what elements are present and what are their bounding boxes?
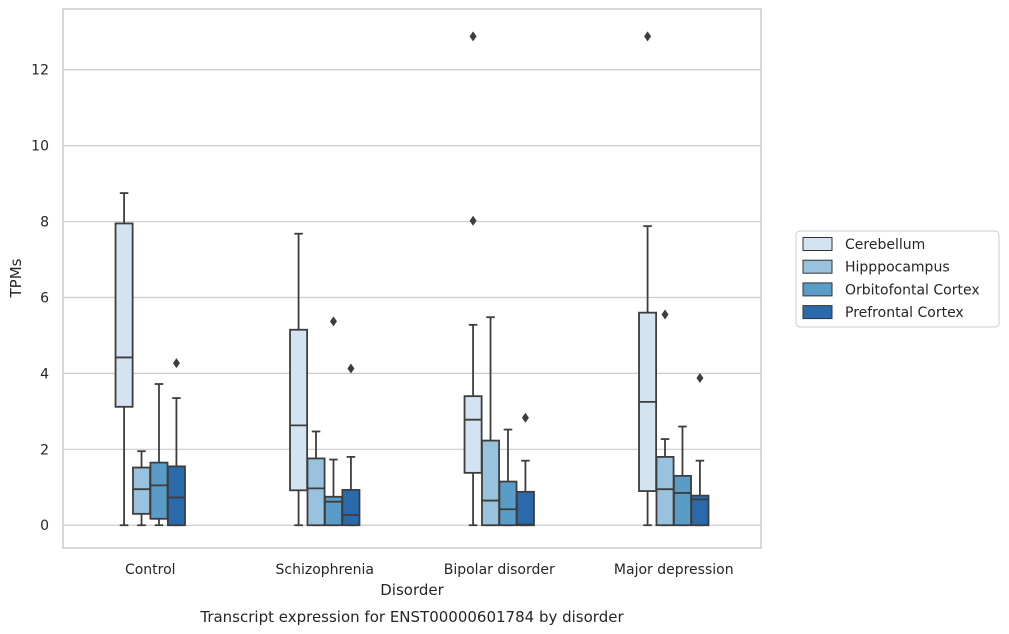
box-iqr [341, 489, 361, 527]
box-0-0 [114, 192, 134, 527]
box-iqr [132, 466, 151, 515]
box-iqr [114, 222, 134, 408]
outlier-point [347, 363, 355, 374]
x-tick-label: Bipolar disorder [444, 562, 555, 578]
y-tick-label: 6 [40, 290, 49, 306]
outlier-point [661, 309, 669, 320]
y-tick-label: 2 [40, 442, 49, 458]
x-tick-label: Schizophrenia [276, 562, 374, 578]
outlier-point [329, 316, 337, 327]
box-3-1 [655, 309, 675, 527]
y-tick-label: 8 [40, 215, 49, 231]
x-tick-label: Control [125, 562, 176, 578]
box-3-0 [638, 31, 658, 527]
x-tick-label: Major depression [614, 562, 734, 578]
box-iqr [306, 457, 326, 527]
box-iqr [481, 439, 500, 527]
box-iqr [498, 480, 518, 527]
box-0-1 [132, 450, 151, 527]
box-iqr [690, 494, 710, 527]
y-tick-label: 10 [31, 139, 49, 155]
outlier-point [696, 372, 704, 383]
box-2-0 [463, 31, 483, 527]
outlier-point [521, 412, 529, 423]
box-iqr [289, 328, 309, 492]
box-iqr [166, 465, 186, 527]
y-tick-label: 0 [40, 518, 49, 534]
box-iqr [463, 395, 483, 474]
x-axis-ticks: Control Schizophrenia Bipolar disorder Majo… [125, 562, 734, 578]
box-iqr [655, 456, 675, 527]
legend: Cerebellum Hipppocampus Orbitofontal Corte… [795, 230, 1000, 328]
y-axis-label: TPMs [7, 258, 25, 298]
box-2-2 [498, 428, 518, 527]
y-tick-label: 4 [40, 366, 49, 382]
box-2-1 [481, 316, 500, 527]
chart-caption: Transcript expression for ENST0000060178… [199, 608, 624, 626]
box-iqr [515, 490, 535, 527]
legend-label: Hipppocampus [845, 260, 950, 276]
legend-label: Orbitofontal Cortex [845, 282, 980, 298]
legend-label: Prefrontal Cortex [845, 305, 964, 321]
outlier-point [172, 358, 180, 369]
box-2-3 [515, 412, 535, 527]
box-1-1 [306, 430, 326, 527]
legend-label: Cerebellum [845, 237, 925, 253]
legend-frame [795, 230, 1000, 328]
outlier-point [469, 31, 477, 42]
box-1-0 [289, 232, 309, 527]
box-iqr [149, 461, 169, 520]
box-series [114, 31, 710, 527]
outlier-point [469, 215, 477, 226]
x-axis-label: Disorder [380, 581, 444, 599]
legend-swatch [802, 237, 833, 251]
outlier-point [644, 31, 652, 42]
y-axis-ticks: 0 2 4 6 8 10 12 [31, 63, 49, 534]
legend-swatch [802, 282, 833, 297]
box-3-3 [690, 372, 710, 527]
y-tick-label: 12 [31, 63, 49, 79]
plot-area-frame [62, 8, 762, 549]
legend-swatch [802, 305, 833, 320]
box-0-3 [166, 358, 186, 527]
box-1-3 [341, 363, 361, 527]
legend-swatch [802, 259, 833, 274]
box-iqr [673, 474, 692, 527]
